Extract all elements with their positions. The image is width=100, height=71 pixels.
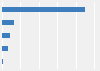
Bar — [2, 7, 85, 12]
Bar — [2, 59, 4, 64]
Bar — [2, 46, 8, 51]
Bar — [2, 33, 10, 38]
Bar — [2, 20, 14, 25]
